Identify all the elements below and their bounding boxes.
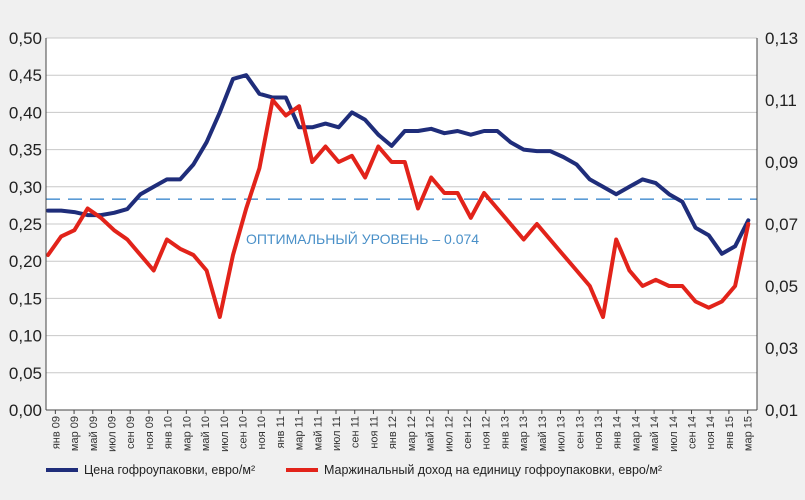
y-left-tick-label: 0,10 (9, 327, 42, 346)
y-left-tick-label: 0,45 (9, 66, 42, 85)
x-tick-label: янв 12 (387, 416, 399, 449)
x-tick-label: ноя 10 (256, 416, 268, 449)
legend-label-price: Цена гофроупаковки, евро/м² (84, 463, 255, 477)
y-right-tick-label: 0,09 (765, 153, 798, 172)
x-tick-label: май 09 (88, 416, 100, 451)
x-axis-ticks: янв 09 мар 09 май 09 июл 09 сен 09 ноя 09 янв … (50, 410, 755, 452)
x-tick-label: май 12 (425, 416, 437, 451)
x-tick-label: сен 12 (462, 416, 474, 449)
x-tick-label: мар 09 (69, 416, 81, 451)
x-tick-label: июл 13 (556, 416, 568, 452)
y-left-tick-label: 0,35 (9, 141, 42, 160)
x-tick-label: янв 11 (275, 416, 287, 448)
y-right-tick-label: 0,07 (765, 215, 798, 234)
x-tick-label: май 10 (200, 416, 212, 451)
x-tick-label: ноя 11 (368, 416, 380, 449)
reference-line-label: ОПТИМАЛЬНЫЙ УРОВЕНЬ – 0.074 (246, 230, 479, 247)
x-tick-label: мар 14 (630, 416, 642, 451)
series-line-price (46, 73, 751, 256)
reference-line-group: ОПТИМАЛЬНЫЙ УРОВЕНЬ – 0.074 (46, 198, 757, 247)
x-tick-label: сен 13 (574, 416, 586, 449)
axes (45, 38, 758, 411)
x-tick-label: ноя 13 (593, 416, 605, 449)
x-tick-label: июл 09 (106, 416, 118, 452)
x-tick-label: мар 13 (518, 416, 530, 451)
x-tick-label: сен 09 (125, 416, 137, 449)
x-tick-label: ноя 14 (705, 416, 717, 449)
x-tick-label: мар 11 (294, 416, 306, 450)
legend: Цена гофроупаковки, евро/м² Маржинальный… (46, 463, 662, 477)
y-right-tick-label: 0,05 (765, 277, 798, 296)
y-left-tick-label: 0,50 (9, 29, 42, 48)
x-tick-label: янв 14 (612, 416, 624, 449)
x-tick-label: янв 10 (163, 416, 175, 449)
y-left-tick-label: 0,25 (9, 215, 42, 234)
y-right-tick-label: 0,01 (765, 401, 798, 420)
x-tick-label: июл 11 (331, 416, 343, 451)
y-left-tick-label: 0,40 (9, 103, 42, 122)
y-right-tick-label: 0,03 (765, 339, 798, 358)
y-right-tick-label: 0,11 (765, 91, 797, 110)
y-right-tick-label: 0,13 (765, 29, 798, 48)
x-tick-label: мар 15 (743, 416, 755, 451)
y-axis-right-ticks: 0,01 0,03 0,05 0,07 0,09 0,11 0,13 (765, 29, 798, 420)
x-tick-label: мар 12 (406, 416, 418, 451)
x-tick-label: янв 13 (499, 416, 511, 449)
x-tick-label: сен 11 (350, 416, 362, 448)
y-axis-left-ticks: 0,00 0,05 0,10 0,15 0,20 0,25 0,30 0,35 0,40 0,45… (9, 29, 42, 420)
y-left-tick-label: 0,20 (9, 252, 42, 271)
x-tick-label: янв 15 (724, 416, 736, 449)
y-left-tick-label: 0,00 (9, 401, 42, 420)
legend-label-margin: Маржинальный доход на единицу гофроупако… (324, 463, 662, 477)
x-tick-label: ноя 12 (481, 416, 493, 449)
series-line-margin (46, 98, 751, 319)
x-tick-label: июл 14 (668, 416, 680, 452)
x-tick-label: сен 10 (237, 416, 249, 449)
x-tick-label: мар 10 (181, 416, 193, 451)
x-tick-label: май 13 (537, 416, 549, 451)
y-left-tick-label: 0,30 (9, 178, 42, 197)
x-tick-label: июл 12 (443, 416, 455, 452)
series-lines (46, 73, 751, 319)
x-tick-label: май 11 (312, 416, 324, 450)
y-left-tick-label: 0,15 (9, 289, 42, 308)
x-tick-label: ноя 09 (144, 416, 156, 449)
x-tick-label: сен 14 (687, 416, 699, 449)
x-tick-label: янв 09 (50, 416, 62, 449)
grid-lines (46, 37, 757, 411)
y-left-tick-label: 0,05 (9, 364, 42, 383)
x-tick-label: май 14 (649, 416, 661, 451)
x-tick-label: июл 10 (219, 416, 231, 452)
